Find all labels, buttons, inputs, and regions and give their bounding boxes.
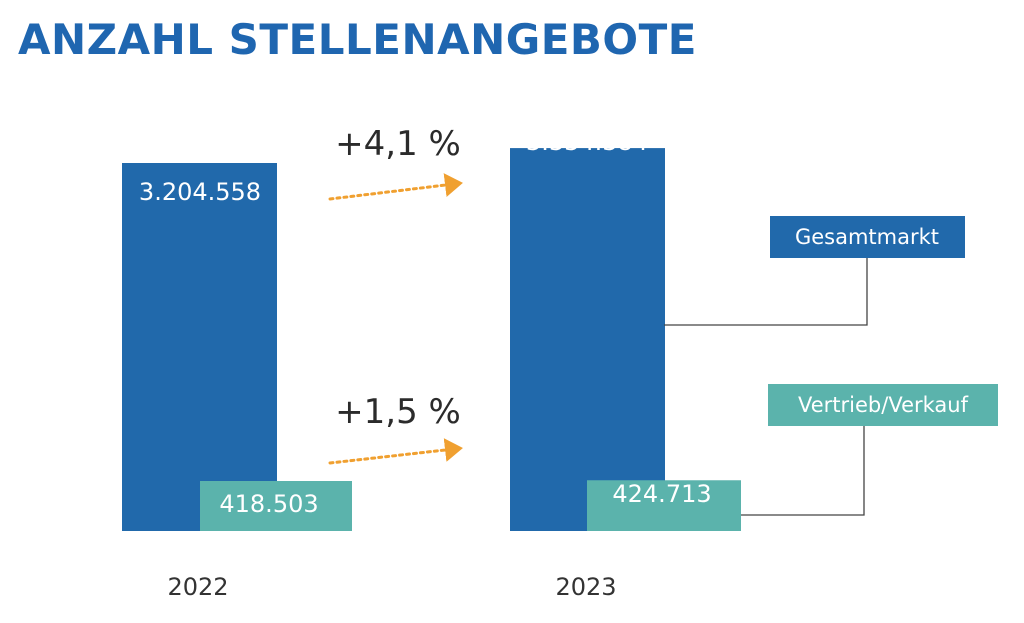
- bar-vertrieb-2023: [587, 480, 741, 531]
- value-label-gesamtmarkt-2022: 3.204.558: [139, 178, 261, 206]
- legend-leader-gesamtmarkt: [664, 258, 868, 326]
- growth-label-vertrieb: +1,5 %: [335, 392, 461, 432]
- x-tick-label-2023: 2023: [555, 573, 616, 601]
- x-tick-label-2022: 2022: [167, 573, 228, 601]
- growth-arrow-vertrieb: [328, 438, 463, 465]
- legend-box-vertrieb: [768, 384, 998, 426]
- bar-vertrieb-2022: [200, 481, 352, 531]
- legend-leader-vertrieb: [741, 426, 865, 516]
- value-label-vertrieb-2023: 424.713: [612, 480, 711, 508]
- value-label-gesamtmarkt-2023: 3.334.384: [526, 128, 648, 156]
- growth-label-gesamtmarkt: +4,1 %: [335, 124, 461, 164]
- legend-box-gesamtmarkt: [770, 216, 965, 258]
- value-label-vertrieb-2022: 418.503: [219, 490, 318, 518]
- bar-gesamtmarkt-2023: [510, 148, 665, 531]
- bar-gesamtmarkt-2022: [122, 163, 277, 531]
- legend-label-vertrieb: Vertrieb/Verkauf: [798, 393, 969, 417]
- legend-label-gesamtmarkt: Gesamtmarkt: [795, 225, 939, 249]
- chart-title: ANZAHL STELLENANGEBOTE: [18, 15, 697, 64]
- growth-arrow-gesamtmarkt: [328, 173, 463, 201]
